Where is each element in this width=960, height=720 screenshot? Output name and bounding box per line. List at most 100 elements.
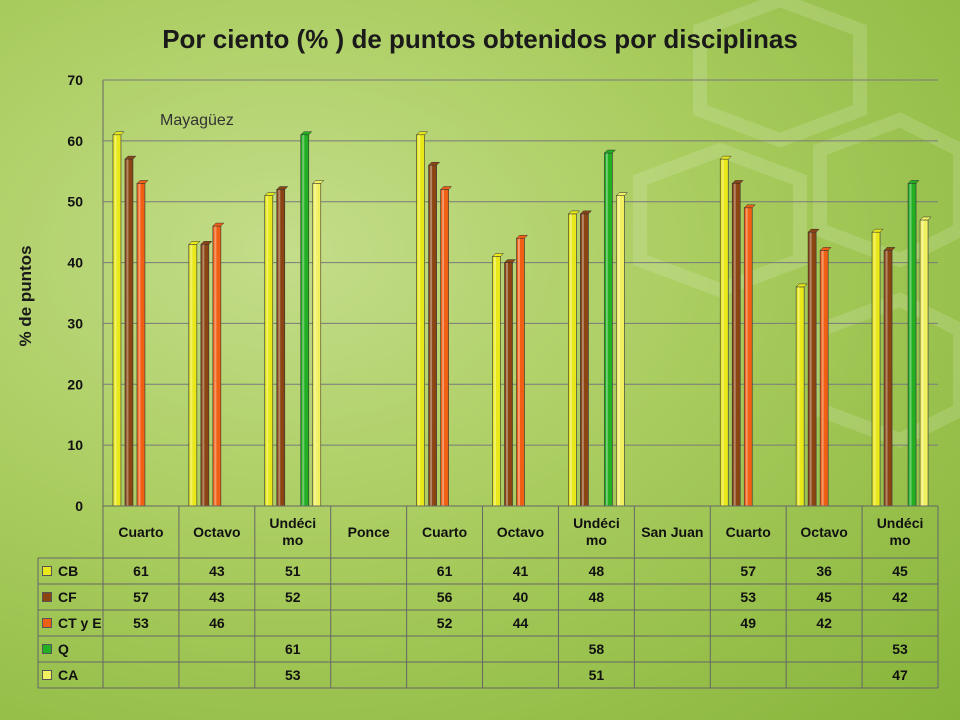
y-tick-label: 70 bbox=[67, 72, 83, 88]
bar-cf bbox=[883, 250, 893, 507]
y-tick-label: 0 bbox=[75, 498, 83, 514]
legend-swatch bbox=[42, 644, 52, 654]
bar-top bbox=[515, 234, 529, 239]
bar-highlight bbox=[721, 159, 724, 506]
y-tick-label: 50 bbox=[67, 194, 83, 210]
category-label: Undéci mo bbox=[876, 515, 924, 548]
bar-cb bbox=[568, 213, 577, 507]
bar-top bbox=[883, 247, 896, 251]
bar-highlight bbox=[442, 189, 445, 507]
bar-ca bbox=[312, 183, 322, 507]
bar-top bbox=[731, 180, 744, 184]
bar-top bbox=[112, 131, 125, 136]
table-value: 48 bbox=[588, 563, 605, 579]
bar-top bbox=[719, 155, 732, 160]
table-value: 51 bbox=[284, 563, 301, 579]
bar-ca bbox=[616, 195, 625, 507]
bar-cb bbox=[719, 158, 729, 507]
bar-highlight bbox=[873, 232, 876, 506]
bar-highlight bbox=[733, 183, 736, 506]
bar-cf bbox=[428, 164, 437, 507]
table-value: 53 bbox=[740, 589, 756, 605]
bar-top bbox=[415, 131, 429, 136]
table-value: 41 bbox=[512, 563, 529, 579]
table-value: 58 bbox=[588, 641, 605, 657]
bar-highlight bbox=[909, 183, 912, 506]
table-value: 51 bbox=[588, 667, 605, 683]
bar-highlight bbox=[797, 286, 800, 506]
y-tick-label: 40 bbox=[67, 255, 83, 271]
table-value: 57 bbox=[133, 589, 149, 605]
bar-top bbox=[188, 241, 201, 245]
y-tick-label: 10 bbox=[67, 437, 83, 453]
bar-highlight bbox=[569, 213, 572, 506]
bar-cf bbox=[731, 183, 741, 507]
bar-top bbox=[264, 192, 277, 196]
bar-highlight bbox=[506, 262, 508, 506]
table-value: 52 bbox=[436, 615, 453, 631]
y-tick-label: 60 bbox=[67, 133, 83, 149]
table-value: 43 bbox=[209, 589, 225, 605]
bar-top bbox=[743, 204, 756, 209]
bar-highlight bbox=[617, 195, 620, 506]
bar-cf bbox=[504, 262, 513, 507]
bar-q bbox=[907, 183, 917, 507]
legend-label: CA bbox=[58, 667, 79, 683]
legend-swatch bbox=[42, 670, 52, 680]
legend-swatch bbox=[42, 566, 52, 576]
legend-entry: Q bbox=[38, 636, 103, 662]
table-value: 45 bbox=[892, 563, 908, 579]
table-value: 53 bbox=[133, 615, 149, 631]
bar-highlight bbox=[518, 238, 520, 506]
category-label: Cuarto bbox=[725, 523, 771, 540]
bar-cb bbox=[871, 231, 881, 507]
bar-top bbox=[212, 222, 225, 227]
bar-cf bbox=[124, 158, 134, 507]
table-value: 57 bbox=[740, 563, 756, 579]
bar-highlight bbox=[114, 134, 117, 506]
bar-highlight bbox=[314, 183, 317, 506]
y-tick-label: 30 bbox=[67, 315, 83, 331]
bar-top bbox=[276, 186, 289, 190]
legend-entry: CB bbox=[38, 558, 103, 584]
table-value: 46 bbox=[209, 615, 225, 631]
bar-cf bbox=[200, 244, 210, 507]
bar-top bbox=[200, 241, 213, 245]
legend-entry: CA bbox=[38, 662, 103, 688]
table-value: 42 bbox=[816, 615, 832, 631]
bar-top bbox=[312, 180, 325, 184]
bar-highlight bbox=[581, 213, 584, 506]
category-label: Cuarto bbox=[422, 523, 468, 540]
bar-top bbox=[439, 186, 453, 190]
category-label: Undéci mo bbox=[573, 515, 620, 548]
bar-highlight bbox=[921, 219, 924, 506]
table-value: 45 bbox=[816, 589, 832, 605]
bar-highlight bbox=[821, 250, 824, 506]
legend-label: CB bbox=[58, 563, 79, 579]
bar-cb bbox=[112, 134, 122, 507]
bar-cb bbox=[416, 134, 425, 507]
bar-highlight bbox=[138, 183, 141, 506]
bar-highlight bbox=[605, 153, 608, 506]
legend-entry: CT y E bbox=[38, 610, 103, 636]
bar-top bbox=[136, 180, 149, 184]
category-label: Cuarto bbox=[118, 523, 164, 540]
bar-ct-y-e bbox=[136, 183, 146, 507]
legend-label: CF bbox=[58, 589, 77, 605]
bar-highlight bbox=[190, 244, 193, 507]
bar-cb bbox=[795, 286, 805, 507]
legend-swatch bbox=[42, 618, 52, 628]
category-label: Undéci mo bbox=[269, 515, 317, 548]
legend-swatch bbox=[42, 592, 52, 602]
legend-label: CT y E bbox=[58, 615, 102, 631]
bar-highlight bbox=[202, 244, 205, 507]
table-value: 52 bbox=[284, 589, 301, 605]
category-label: Octavo bbox=[193, 523, 241, 540]
table-value: 36 bbox=[816, 563, 832, 579]
bar-ca bbox=[919, 219, 929, 507]
bar-cb bbox=[188, 244, 198, 507]
table-value: 47 bbox=[892, 667, 908, 683]
bar-top bbox=[615, 192, 629, 196]
legend-label: Q bbox=[58, 641, 69, 657]
bar-q bbox=[604, 152, 613, 507]
